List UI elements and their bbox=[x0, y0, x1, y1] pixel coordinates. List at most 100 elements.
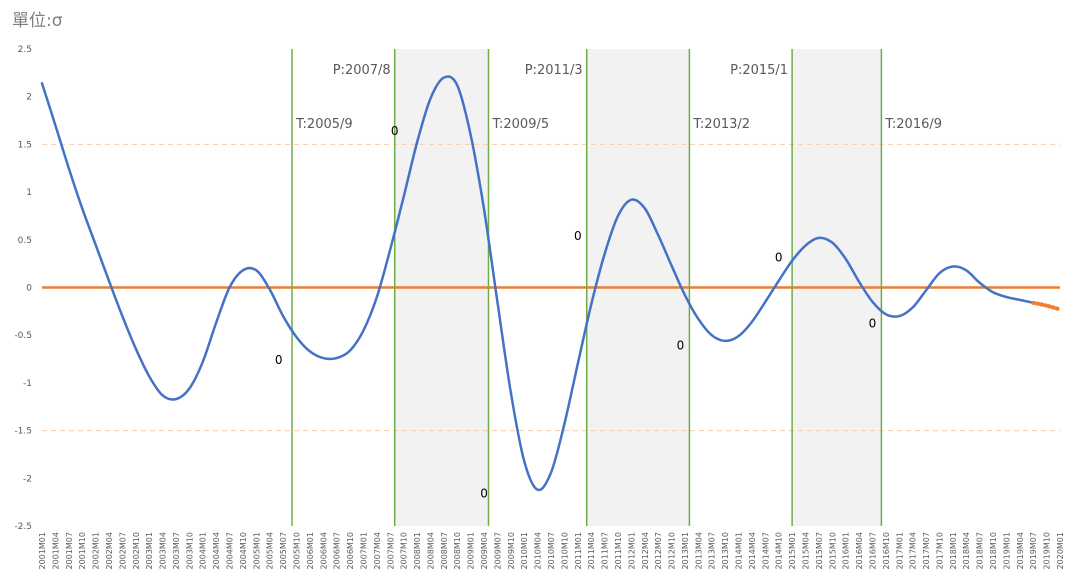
y-tick-label: -1.5 bbox=[14, 427, 32, 437]
x-tick-label: 2003M01 bbox=[145, 532, 154, 569]
x-tick-label: 2002M01 bbox=[92, 532, 101, 569]
x-tick-label: 2015M10 bbox=[828, 532, 837, 569]
x-tick-label: 2005M04 bbox=[266, 532, 275, 569]
x-tick-label: 2008M04 bbox=[426, 532, 435, 569]
x-tick-label: 2013M04 bbox=[694, 532, 703, 569]
y-tick-label: -2.5 bbox=[14, 522, 32, 532]
series-lines bbox=[40, 75, 1062, 492]
y-tick-label: 0.5 bbox=[18, 236, 32, 246]
x-tick-label: 2010M04 bbox=[534, 532, 543, 569]
x-tick-label: 2015M07 bbox=[815, 532, 824, 569]
x-tick-label: 2013M07 bbox=[708, 532, 717, 569]
x-tick-label: 2001M10 bbox=[78, 532, 87, 569]
x-tick-label: 2003M07 bbox=[172, 532, 181, 569]
x-tick-label: 2019M10 bbox=[1043, 532, 1052, 569]
x-tick-label: 2016M10 bbox=[882, 532, 891, 569]
trough-label: T:2005/9 bbox=[295, 117, 353, 132]
x-tick-label: 2017M04 bbox=[909, 532, 918, 569]
x-tick-label: 2003M10 bbox=[185, 532, 194, 569]
x-tick-label: 2007M07 bbox=[386, 532, 395, 569]
x-tick-label: 2016M01 bbox=[842, 532, 851, 569]
x-tick-label: 2009M07 bbox=[493, 532, 502, 569]
trough-label: T:2016/9 bbox=[884, 117, 942, 132]
x-tick-label: 2008M10 bbox=[453, 532, 462, 569]
x-tick-label: 2019M07 bbox=[1029, 532, 1038, 569]
x-tick-label: 2007M10 bbox=[400, 532, 409, 569]
x-tick-label: 2011M04 bbox=[587, 532, 596, 569]
x-tick-label: 2017M10 bbox=[935, 532, 944, 569]
x-tick-label: 2011M07 bbox=[601, 532, 610, 569]
y-tick-label: 1.5 bbox=[18, 140, 32, 150]
x-tick-label: 2005M01 bbox=[252, 532, 261, 569]
x-tick-label: 2012M04 bbox=[641, 532, 650, 569]
peak-label: P:2011/3 bbox=[525, 63, 583, 78]
x-tick-label: 2001M01 bbox=[38, 532, 47, 569]
y-tick-label: -2 bbox=[23, 474, 32, 484]
x-tick-label: 2006M07 bbox=[333, 532, 342, 569]
x-tick-label: 2018M10 bbox=[989, 532, 998, 569]
x-tick-label: 2014M10 bbox=[775, 532, 784, 569]
x-tick-label: 2006M01 bbox=[306, 532, 315, 569]
x-tick-label: 2018M01 bbox=[949, 532, 958, 569]
x-tick-label: 2009M01 bbox=[467, 532, 476, 569]
y-tick-label: 0 bbox=[26, 284, 32, 294]
x-tick-label: 2001M04 bbox=[51, 532, 60, 569]
x-tick-label: 2004M04 bbox=[212, 532, 221, 569]
x-tick-label: 2015M04 bbox=[802, 532, 811, 569]
x-tick-label: 2012M07 bbox=[654, 532, 663, 569]
reference-lines bbox=[42, 143, 1060, 432]
point-label: 0 bbox=[677, 339, 685, 353]
cycle-markers: T:2005/9 P:2007/8 T:2009/5 P:2011/3 T:2013/2… bbox=[291, 49, 942, 526]
x-tick-label: 2014M01 bbox=[735, 532, 744, 569]
x-tick-label: 2018M07 bbox=[976, 532, 985, 569]
x-tick-label: 2010M01 bbox=[520, 532, 529, 569]
x-tick-label: 2008M01 bbox=[413, 532, 422, 569]
x-tick-label: 2005M07 bbox=[279, 532, 288, 569]
x-tick-label: 2017M01 bbox=[895, 532, 904, 569]
x-tick-label: 2015M01 bbox=[788, 532, 797, 569]
x-tick-label: 2005M10 bbox=[293, 532, 302, 569]
y-tick-label: 2.5 bbox=[18, 45, 32, 55]
x-tick-label: 2009M04 bbox=[480, 532, 489, 569]
x-tick-label: 2007M01 bbox=[359, 532, 368, 569]
x-tick-label: 2006M04 bbox=[319, 532, 328, 569]
x-tick-label: 2002M10 bbox=[132, 532, 141, 569]
x-tick-label: 2001M07 bbox=[65, 532, 74, 569]
x-tick-label: 2006M10 bbox=[346, 532, 355, 569]
x-tick-label: 2012M01 bbox=[627, 532, 636, 569]
x-tick-label: 2004M07 bbox=[226, 532, 235, 569]
x-tick-label: 2016M07 bbox=[868, 532, 877, 569]
x-tick-label: 2014M04 bbox=[748, 532, 757, 569]
x-tick-label: 2003M04 bbox=[159, 532, 168, 569]
x-tick-label: 2004M10 bbox=[239, 532, 248, 569]
x-tick-label: 2013M01 bbox=[681, 532, 690, 569]
point-label: 0 bbox=[775, 251, 783, 265]
x-tick-label: 2014M07 bbox=[761, 532, 770, 569]
x-tick-label: 2007M04 bbox=[373, 532, 382, 569]
peak-label: P:2007/8 bbox=[333, 63, 391, 78]
x-tick-label: 2018M04 bbox=[962, 532, 971, 569]
x-tick-label: 2010M07 bbox=[547, 532, 556, 569]
main-series-line bbox=[40, 75, 1035, 492]
point-label: 0 bbox=[391, 124, 399, 138]
x-tick-label: 2002M04 bbox=[105, 532, 114, 569]
point-label: 0 bbox=[574, 229, 582, 243]
y-axis-labels: 2.5 2 1.5 1 0.5 0 -0.5 -1 -1.5 -2 -2.5 bbox=[14, 45, 32, 532]
x-tick-label: 2009M10 bbox=[507, 532, 516, 569]
x-tick-label: 2012M10 bbox=[668, 532, 677, 569]
x-tick-label: 2020M01 bbox=[1056, 532, 1065, 569]
x-tick-label: 2002M07 bbox=[118, 532, 127, 569]
x-tick-label: 2011M10 bbox=[614, 532, 623, 569]
forecast-series-line bbox=[1031, 300, 1062, 312]
trough-label: T:2009/5 bbox=[491, 117, 549, 132]
x-tick-label: 2016M04 bbox=[855, 532, 864, 569]
x-tick-label: 2019M01 bbox=[1002, 532, 1011, 569]
y-tick-label: 1 bbox=[26, 188, 32, 198]
peak-label: P:2015/1 bbox=[730, 63, 788, 78]
x-tick-label: 2013M10 bbox=[721, 532, 730, 569]
x-tick-label: 2019M04 bbox=[1016, 532, 1025, 569]
x-axis-labels: 2001M01 2001M04 2001M07 2001M10 2002M01 2002M… bbox=[38, 532, 1065, 569]
point-labels: 0 0 0 0 0 0 0 bbox=[275, 124, 876, 501]
trough-label: T:2013/2 bbox=[692, 117, 750, 132]
